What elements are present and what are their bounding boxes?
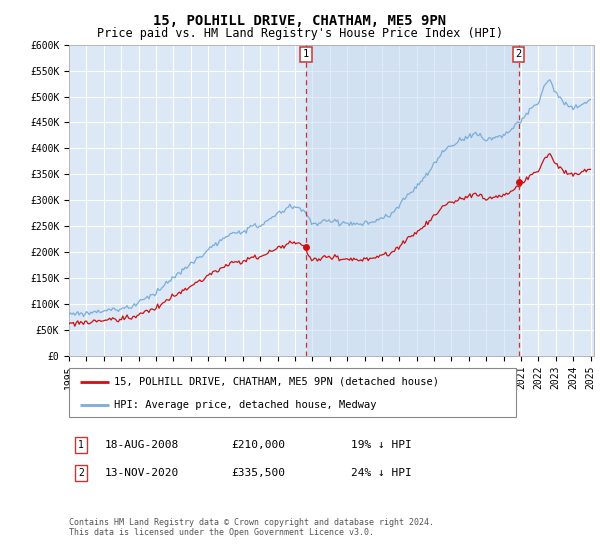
Text: 2: 2: [78, 468, 84, 478]
Text: £335,500: £335,500: [231, 468, 285, 478]
Text: 18-AUG-2008: 18-AUG-2008: [105, 440, 179, 450]
FancyBboxPatch shape: [69, 368, 516, 417]
Text: 15, POLHILL DRIVE, CHATHAM, ME5 9PN (detached house): 15, POLHILL DRIVE, CHATHAM, ME5 9PN (det…: [114, 377, 439, 387]
Text: HPI: Average price, detached house, Medway: HPI: Average price, detached house, Medw…: [114, 400, 376, 410]
Text: 24% ↓ HPI: 24% ↓ HPI: [351, 468, 412, 478]
Text: 19% ↓ HPI: 19% ↓ HPI: [351, 440, 412, 450]
Text: Price paid vs. HM Land Registry's House Price Index (HPI): Price paid vs. HM Land Registry's House …: [97, 27, 503, 40]
Text: 1: 1: [303, 49, 309, 59]
Text: 13-NOV-2020: 13-NOV-2020: [105, 468, 179, 478]
Text: 1: 1: [78, 440, 84, 450]
Text: £210,000: £210,000: [231, 440, 285, 450]
Text: 15, POLHILL DRIVE, CHATHAM, ME5 9PN: 15, POLHILL DRIVE, CHATHAM, ME5 9PN: [154, 14, 446, 28]
Text: Contains HM Land Registry data © Crown copyright and database right 2024.
This d: Contains HM Land Registry data © Crown c…: [69, 518, 434, 538]
Text: 2: 2: [515, 49, 522, 59]
